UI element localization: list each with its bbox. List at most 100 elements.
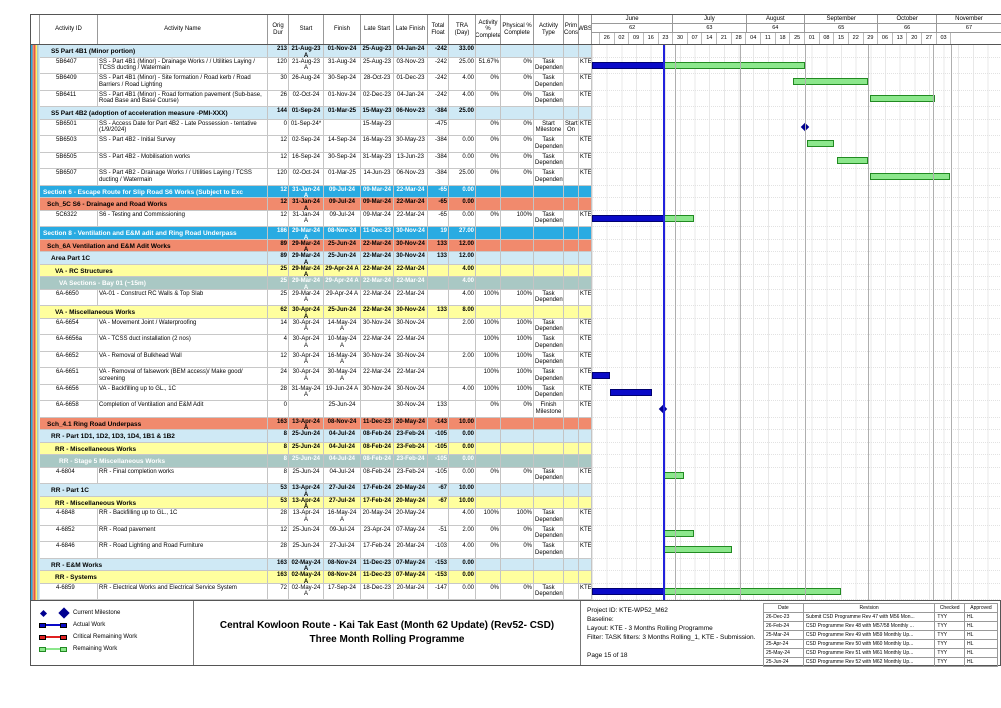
cell-late-finish: 22-Mar-24 — [394, 277, 428, 290]
cell-physical-pct — [501, 306, 534, 319]
cell-late-finish: 30-Nov-24 — [394, 401, 428, 418]
revision-cell: HL — [963, 630, 999, 640]
cell-tra: 10.00 — [449, 484, 476, 497]
legend-bar-line — [46, 648, 60, 650]
cell-wbs — [579, 239, 592, 252]
cell-orig-dur: 72 — [268, 583, 289, 600]
cell-wbs — [579, 455, 592, 468]
cell-physical-pct — [501, 264, 534, 277]
cell-tra: 4.00 — [449, 509, 476, 526]
group-row: RR - Miscellaneous Works 8 25-Jun-24 04-Jul… — [31, 442, 1001, 455]
week-cell: 04 — [746, 33, 762, 44]
schedule-row: 6A-6654 VA - Movement Joint / Waterproofi… — [31, 318, 1001, 335]
cell-late-finish: 07-May-24 — [394, 558, 428, 571]
cell-late-start: 22-Mar-24 — [361, 239, 394, 252]
cell-finish: 16-May-24 A — [324, 351, 361, 368]
cell-late-start: 22-Mar-24 — [361, 368, 394, 385]
cell-prim-cons — [564, 277, 579, 290]
row-left-cells: 6A-6652 VA - Removal of Bulkhead Wall 12 30… — [31, 351, 592, 368]
cell-finish — [324, 119, 361, 136]
cell-start: 21-Aug-23 A — [289, 57, 324, 74]
cell-activity-name: VA - Removal of Bulkhead Wall — [98, 351, 268, 368]
cell-wbs — [579, 417, 592, 430]
group-row: VA - RC Structures 25 29-Mar-24 A 29-Apr-24… — [31, 264, 1001, 277]
month-band: August 64 — [746, 15, 806, 32]
cell-physical-pct: 0% — [501, 169, 534, 186]
cell-orig-dur: 12 — [268, 152, 289, 169]
group-color-band — [31, 442, 40, 455]
cell-activity-type — [534, 45, 564, 58]
cell-physical-pct — [501, 442, 534, 455]
cell-late-finish: 04-Jan-24 — [394, 90, 428, 107]
cell-wbs — [579, 558, 592, 571]
gantt-cell — [592, 509, 1001, 526]
week-cell: 13 — [893, 33, 908, 44]
cell-activity-name: SS - Part 4B2 - Drainage Works / / Utili… — [98, 169, 268, 186]
cell-physical-pct: 100% — [501, 509, 534, 526]
revision-cell: 25-May-24 — [763, 648, 804, 658]
cell-activity-name: RR - Final completion works — [98, 467, 268, 484]
gantt-cell — [592, 351, 1001, 368]
legend-label: Remaining Work — [73, 646, 118, 652]
gantt-cell — [592, 430, 1001, 443]
cell-total-float — [428, 384, 449, 401]
cell-wbs — [579, 484, 592, 497]
revision-cell: CSD Programme Rev 49 with M59 Monthly Up… — [802, 630, 936, 640]
cell-prim-cons — [564, 455, 579, 468]
group-row: S5 Part 4B1 (Minor portion) 213 21-Aug-23 … — [31, 45, 1001, 58]
cell-total-float: -105 — [428, 455, 449, 468]
group-color-band — [31, 484, 40, 497]
cell-activity-name: SS - Part 4B1 (Minor) - Road formation p… — [98, 90, 268, 107]
cell-total-float: -65 — [428, 210, 449, 227]
cell-activity-type — [534, 227, 564, 240]
gantt-cell — [592, 227, 1001, 240]
revision-cell: CSD Programme Rev 50 with M60 Monthly Up… — [802, 639, 936, 649]
revision-row: 25-Apr-24 CSD Programme Rev 50 with M60 M… — [763, 639, 999, 649]
cell-activity-type: Task Dependent — [534, 525, 564, 542]
cell-start: 30-Apr-24 A — [289, 351, 324, 368]
cell-tra: 25.00 — [449, 107, 476, 120]
gantt-cell — [592, 264, 1001, 277]
cell-tra: 0.00 — [449, 185, 476, 198]
schedule-row: 5B6507 SS - Part 4B2 - Drainage Works / /… — [31, 169, 1001, 186]
row-left-cells: Section 8 - Ventilation and E&M adit and… — [31, 227, 592, 240]
revision-header-row: Date Revision Checked Approved — [763, 603, 999, 613]
cell-activity-id: 5B6503 — [40, 136, 98, 153]
cell-finish: 30-Sep-24 — [324, 152, 361, 169]
cell-tra: 0.00 — [449, 558, 476, 571]
cell-late-finish: 22-Mar-24 — [394, 264, 428, 277]
cell-orig-dur: 12 — [268, 136, 289, 153]
cell-activity-pct — [476, 264, 501, 277]
revision-cell: 25-Mar-24 — [763, 630, 804, 640]
cell-start — [289, 401, 324, 418]
corner-cell — [31, 15, 40, 44]
cell-late-start: 15-May-23 — [361, 107, 394, 120]
cell-activity-name: VA - TCSS duct installation (2 nos) — [98, 335, 268, 352]
cell-late-start: 09-Mar-24 — [361, 185, 394, 198]
cell-late-start: 22-Mar-24 — [361, 306, 394, 319]
legend-item: Actual Work — [39, 619, 193, 631]
cell-prim-cons — [564, 169, 579, 186]
row-left-cells: 5B6407 SS - Part 4B1 (Minor) - Drainage W… — [31, 57, 592, 74]
schedule-row: 5B6409 SS - Part 4B1 (Minor) - Site forma… — [31, 74, 1001, 91]
cell-activity-pct — [476, 185, 501, 198]
cell-tra — [449, 368, 476, 385]
cell-finish: 01-Mar-25 — [324, 107, 361, 120]
group-color-band — [31, 583, 40, 600]
cell-start: 29-Mar-24 A — [289, 277, 324, 290]
cell-wbs: KTE- — [579, 152, 592, 169]
cell-start: 25-Jun-24 — [289, 430, 324, 443]
cell-late-finish: 30-Nov-24 — [394, 384, 428, 401]
cell-wbs: KTE- — [579, 401, 592, 418]
group-color-band — [31, 496, 40, 509]
gantt-cell — [592, 289, 1001, 306]
group-row: VA - Miscellaneous Works 62 30-Apr-24 A 25-… — [31, 306, 1001, 319]
cell-finish: 14-May-24 A — [324, 318, 361, 335]
gantt-cell — [592, 239, 1001, 252]
cell-group-name: RR - Miscellaneous Works — [40, 442, 268, 455]
cell-wbs: KTE- — [579, 210, 592, 227]
cell-activity-type: Task Dependent — [534, 351, 564, 368]
cell-start: 02-May-24 A — [289, 558, 324, 571]
month-label: October — [878, 15, 936, 24]
remaining-bar — [837, 156, 868, 164]
